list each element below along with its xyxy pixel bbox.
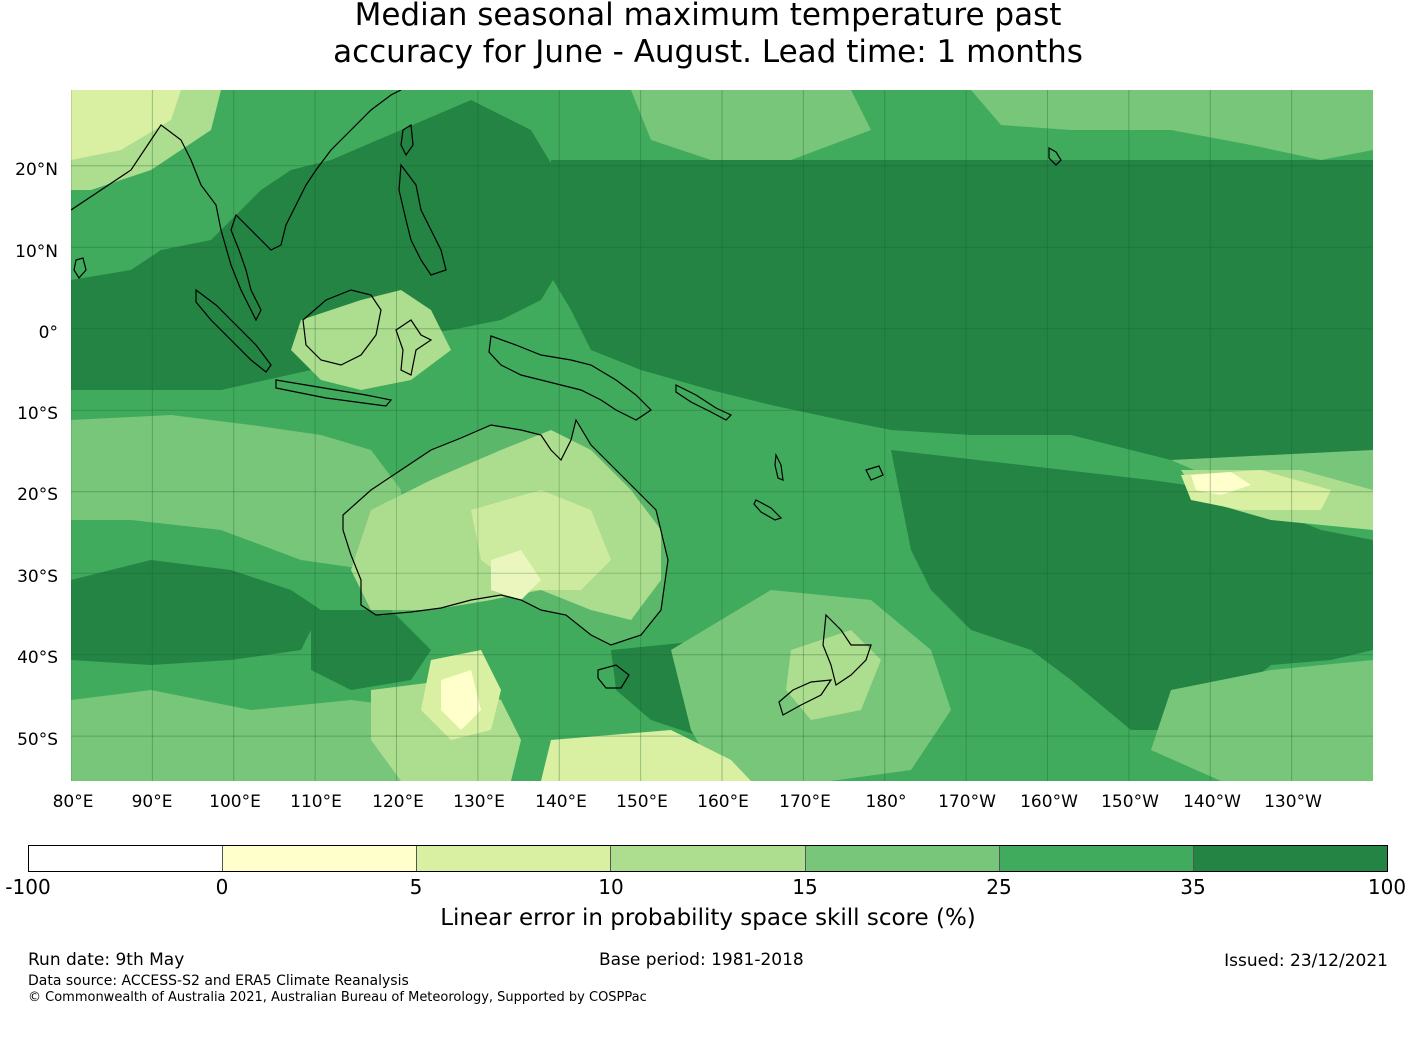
colorbar-tick: 0 [215, 875, 229, 899]
coast-solomons [675, 384, 733, 421]
coast-fiji [865, 465, 884, 481]
chart-title-line2: accuracy for June - August. Lead time: 1… [333, 34, 1083, 70]
lat-label-10s: 10°S [17, 404, 58, 424]
region-medium-6 [1151, 660, 1373, 781]
chart-title-line1: Median seasonal maximum temperature past [354, 0, 1062, 33]
colorbar-tick: 25 [986, 875, 1012, 899]
lat-label-40s: 40°S [17, 648, 58, 668]
lon-label-150e: 150°E [616, 792, 668, 812]
coast-tasmania [597, 664, 630, 689]
colorbar-segment-7 [1193, 846, 1387, 871]
coast-sumatra [195, 288, 272, 373]
colorbar-segment-6 [999, 846, 1194, 871]
colorbar-tick: 100 [1367, 875, 1407, 899]
coast-hawaii [1048, 146, 1062, 166]
coast-borneo [302, 289, 382, 366]
map-gridlines [71, 90, 1373, 781]
colorbar-label: Linear error in probability space skill … [440, 905, 976, 931]
colorbar-segment-1 [29, 846, 224, 871]
skill-score-map [71, 90, 1373, 781]
data-source: Data source: ACCESS-S2 and ERA5 Climate … [28, 973, 409, 989]
lon-label-110e: 110°E [290, 792, 342, 812]
lon-label-80e: 80°E [52, 792, 94, 812]
lon-label-140w: 140°W [1183, 792, 1241, 812]
region-light-maritime [291, 290, 451, 390]
lon-label-90e: 90°E [131, 792, 173, 812]
issued-date: Issued: 23/12/2021 [1224, 951, 1388, 971]
lat-label-50s: 50°S [17, 730, 58, 750]
region-south-mid [311, 610, 431, 690]
lat-label-0: 0° [38, 323, 58, 343]
region-south-pacific [891, 450, 1373, 730]
coast-asia-mainland [71, 90, 402, 322]
lon-label-150w: 150°W [1101, 792, 1159, 812]
coast-nz-south [778, 679, 833, 716]
colorbar-segment-4 [611, 846, 806, 871]
coast-vanuatu [774, 452, 784, 481]
lon-label-100e: 100°E [209, 792, 261, 812]
colorbar-segment-5 [805, 846, 1000, 871]
region-medium-1 [71, 415, 401, 570]
lat-label-20s: 20°S [17, 485, 58, 505]
coastlines [71, 90, 1062, 716]
lon-label-170w: 170°W [938, 792, 996, 812]
region-south-indian-1 [71, 560, 321, 665]
base-period: Base period: 1981-2018 [599, 950, 804, 970]
region-north-indian [71, 100, 571, 390]
region-equatorial-pacific [541, 160, 1373, 475]
lon-label-170e: 170°E [779, 792, 831, 812]
lon-label-140e: 140°E [535, 792, 587, 812]
coast-nz-north [822, 613, 872, 686]
lat-label-20n: 20°N [15, 160, 58, 180]
lon-label-160e: 160°E [697, 792, 749, 812]
region-medium-2 [971, 90, 1373, 160]
lon-label-120e: 120°E [372, 792, 424, 812]
region-pale-bottom [541, 730, 751, 781]
region-zero-east [1191, 472, 1251, 495]
coast-taiwan [400, 123, 414, 157]
colorbar-tick: 15 [792, 875, 818, 899]
colorbar-tick: -100 [5, 875, 51, 899]
copyright: © Commonwealth of Australia 2021, Austra… [28, 990, 647, 1005]
region-medium-3 [631, 90, 871, 160]
colorbar-segment-3 [417, 846, 612, 871]
colorbar [28, 845, 1388, 872]
lon-label-180: 180° [865, 792, 907, 812]
coast-sri-lanka [73, 257, 87, 280]
lat-label-10n: 10°N [15, 242, 58, 262]
lat-label-30s: 30°S [17, 567, 58, 587]
lon-label-130e: 130°E [453, 792, 505, 812]
lon-label-130w: 130°W [1264, 792, 1322, 812]
coast-australia [342, 418, 669, 646]
colorbar-tick: 10 [598, 875, 624, 899]
coast-new-guinea [488, 335, 652, 421]
region-zero-south [441, 670, 481, 730]
colorbar-tick: 35 [1180, 875, 1206, 899]
run-date: Run date: 9th May [28, 950, 185, 970]
lon-label-160w: 160°W [1020, 792, 1078, 812]
coast-philippines [398, 163, 447, 276]
coast-new-caledonia [753, 499, 783, 521]
colorbar-tick: 5 [409, 875, 423, 899]
region-zero-australia [491, 550, 541, 600]
colorbar-segment-2 [223, 846, 418, 871]
coast-java [275, 379, 393, 407]
coast-sulawesi [395, 319, 433, 376]
region-pale-nw [71, 90, 181, 160]
